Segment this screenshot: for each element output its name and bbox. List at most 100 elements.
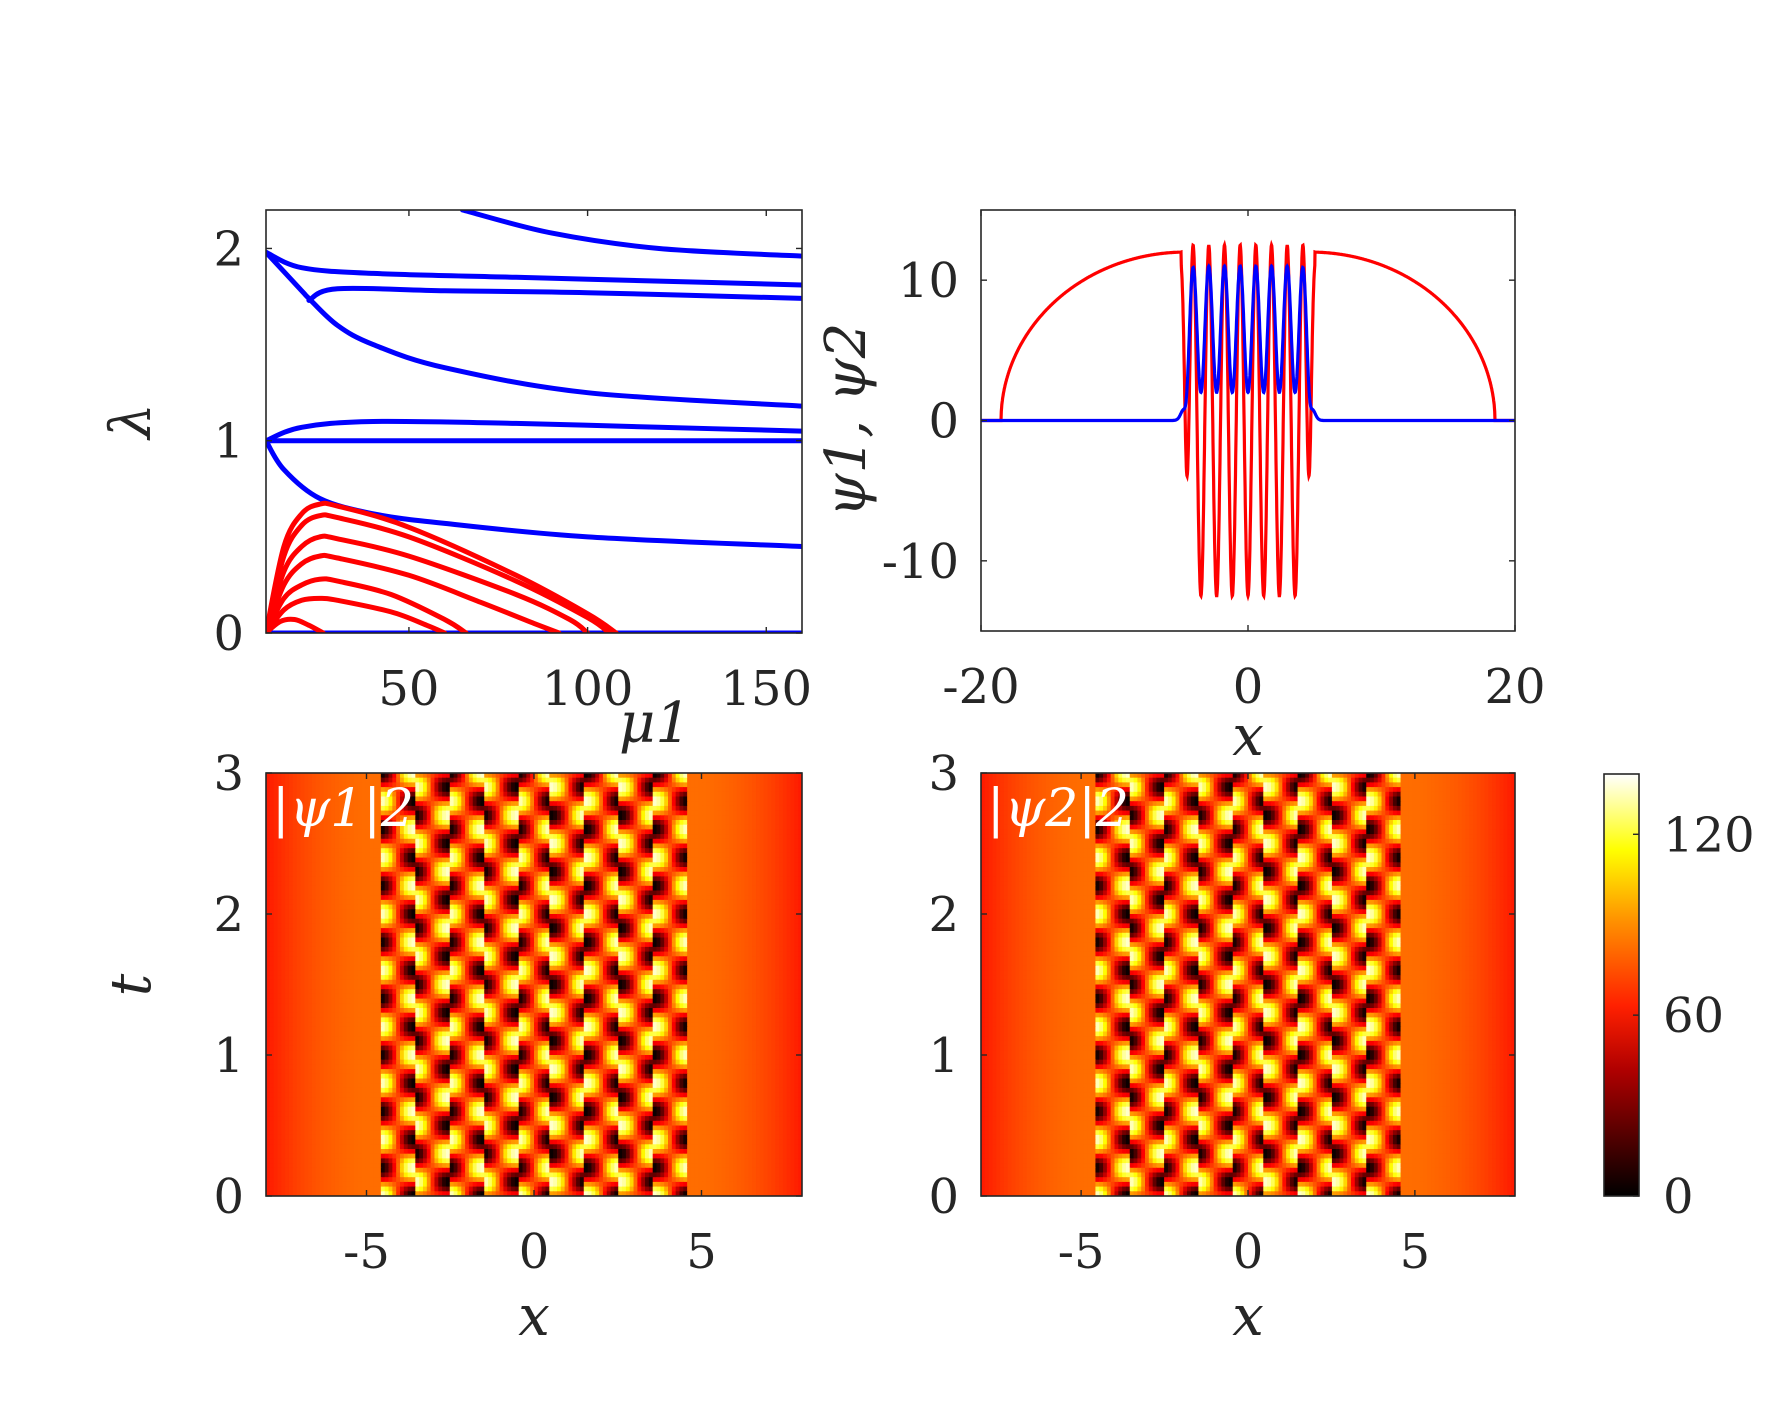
density1-cell — [269, 923, 275, 929]
density1-cell — [748, 885, 753, 892]
density1-cell — [377, 824, 382, 830]
density1-cell — [541, 899, 547, 906]
density1-cell — [713, 782, 719, 788]
density1-cell — [296, 857, 302, 863]
density1-cell — [549, 801, 554, 807]
density1-cell — [415, 895, 420, 901]
density1-cell — [373, 904, 378, 910]
density1-cell — [442, 895, 447, 901]
density1-cell — [759, 796, 765, 802]
density1-cell — [767, 885, 772, 892]
density1-cell — [472, 899, 478, 906]
density1-cell — [591, 838, 596, 845]
density1-cell — [767, 820, 772, 826]
density1-cell — [384, 815, 390, 821]
density1-cell — [354, 815, 359, 821]
density1-cell — [564, 923, 570, 929]
density1-cell — [568, 834, 573, 840]
density1-cell — [430, 787, 436, 793]
density1-cell — [419, 867, 424, 873]
density1-cell — [560, 918, 566, 924]
density1-cell — [327, 914, 332, 920]
density1-cell — [690, 782, 696, 788]
density1-cell — [514, 899, 520, 906]
density1-cell — [687, 815, 692, 821]
density1-cell — [377, 773, 382, 779]
density1-cell — [392, 796, 397, 802]
density1-cell — [518, 796, 524, 802]
density1-cell — [365, 923, 370, 929]
density1-cell — [775, 834, 780, 840]
density1-cell — [534, 895, 539, 901]
density1-cell — [396, 791, 401, 798]
density1-cell — [457, 773, 462, 779]
density1-cell — [779, 923, 784, 929]
density1-cell — [583, 782, 589, 788]
density1-cell — [400, 862, 405, 868]
density1-cell — [453, 871, 459, 877]
density1-cell — [468, 932, 474, 939]
density1-cell — [706, 895, 711, 901]
density1-cell — [790, 782, 795, 788]
density1-cell — [453, 885, 459, 892]
density1-cell — [472, 810, 478, 816]
density1-cell — [537, 857, 543, 863]
density1-cell — [622, 895, 627, 901]
density1-cell — [311, 885, 317, 892]
density1-cell — [311, 852, 317, 859]
density1-cell — [457, 848, 462, 854]
density1-cell — [782, 796, 788, 802]
density1-cell — [721, 885, 727, 892]
density1-cell — [698, 815, 704, 821]
density1-cell — [361, 805, 367, 812]
density1-cell — [392, 805, 397, 812]
density1-cell — [553, 852, 558, 859]
density1-cell — [549, 862, 554, 868]
density1-cell — [453, 834, 459, 840]
density1-cell — [369, 885, 374, 892]
density1-cell — [790, 852, 795, 859]
density1-cell — [388, 932, 393, 939]
density1-cell — [660, 918, 665, 924]
density1-cell — [396, 782, 401, 788]
density1-cell — [518, 852, 524, 859]
density1-cell — [457, 914, 462, 920]
density1-cell — [491, 871, 497, 877]
density1-cell — [733, 923, 738, 929]
density1-cell — [434, 857, 439, 863]
density1-cell — [579, 805, 585, 812]
density1-cell — [445, 914, 451, 920]
density1-cell — [602, 909, 608, 915]
density1-cell — [403, 773, 409, 779]
density1-cell — [442, 796, 447, 802]
density1-cell — [549, 848, 554, 854]
density1-cell — [266, 829, 271, 835]
density1-cell — [285, 824, 290, 830]
density1-cell — [645, 923, 650, 929]
density1-cell — [491, 857, 497, 863]
density1-cell — [671, 815, 677, 821]
density1-cell — [357, 796, 363, 802]
density1-cell — [426, 820, 432, 826]
density1-cell — [445, 852, 451, 859]
density1-cell — [476, 885, 481, 892]
density1-cell — [472, 890, 478, 896]
density1-cell — [400, 805, 405, 812]
density1-cell — [511, 796, 516, 802]
density1-cell — [377, 876, 382, 882]
density1-cell — [434, 848, 439, 854]
density1-cell — [602, 777, 608, 783]
density1-cell — [415, 923, 420, 929]
density1-cell — [648, 867, 654, 873]
density1-cell — [419, 895, 424, 901]
density1-cell — [572, 796, 577, 802]
density1-cell — [511, 881, 516, 887]
density1-cell — [606, 909, 612, 915]
density1-cell — [288, 838, 294, 845]
density1-cell — [602, 914, 608, 920]
density1-cell — [514, 852, 520, 859]
density1-cell — [606, 890, 612, 896]
density1-cell — [595, 773, 600, 779]
density1-cell — [392, 923, 397, 929]
density1-cell — [415, 777, 420, 783]
